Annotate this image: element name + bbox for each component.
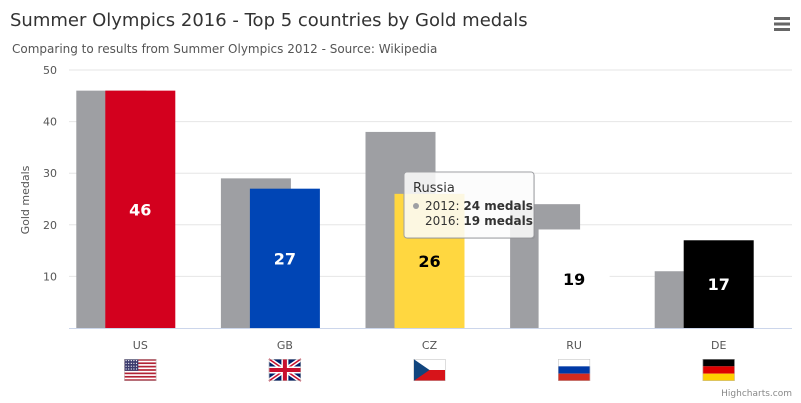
tooltip-line: 2016: 19 medals <box>425 214 533 228</box>
cz-flag-icon <box>413 359 446 381</box>
y-tick-label: 50 <box>43 64 57 77</box>
data-label-2016-us: 46 <box>129 200 151 219</box>
x-tick-label: RU <box>566 339 582 352</box>
us-flag-icon <box>124 359 157 381</box>
ru-flag-icon <box>558 359 591 381</box>
flags <box>124 357 735 383</box>
x-tick-label: GB <box>277 339 293 352</box>
data-label-2016-gb: 27 <box>274 249 296 268</box>
tooltip-value: 19 medals <box>463 214 532 228</box>
x-tick-label: DE <box>711 339 726 352</box>
tooltip-series-name: 2016: <box>425 214 463 228</box>
tooltip-line: 2012: 24 medals <box>425 199 533 213</box>
gb-flag-icon <box>267 357 303 383</box>
y-tick-label: 30 <box>43 167 57 180</box>
y-axis-label: Gold medals <box>19 165 32 234</box>
tooltip-title: Russia <box>413 181 455 196</box>
tooltip-value: 24 medals <box>463 199 532 213</box>
tooltip-box <box>403 171 535 239</box>
bar-2016-ru[interactable] <box>538 229 610 329</box>
x-axis: US GB CZ RU DE <box>69 328 792 352</box>
y-tick-label: 40 <box>43 116 57 129</box>
y-tick-label: 10 <box>43 270 57 283</box>
x-tick-label: CZ <box>422 339 438 352</box>
credits-link[interactable]: Highcharts.com <box>721 389 792 399</box>
data-label-2016-de: 17 <box>708 275 730 294</box>
bar-2016-gb[interactable] <box>249 188 320 328</box>
chart-subtitle: Comparing to results from Summer Olympic… <box>12 42 437 56</box>
data-label-2016-cz: 26 <box>418 252 440 271</box>
x-tick-label: US <box>133 339 148 352</box>
tooltip-series-name: 2012: <box>425 199 463 213</box>
de-flag-icon <box>702 359 735 381</box>
tooltip-series-marker <box>413 203 419 209</box>
data-label-2016-ru: 19 <box>563 270 585 289</box>
bar-2016-us[interactable] <box>105 90 176 328</box>
chart-title: Summer Olympics 2016 - Top 5 countries b… <box>10 10 528 31</box>
hamburger-menu-icon[interactable] <box>774 17 790 31</box>
y-tick-label: 20 <box>43 219 57 232</box>
bar-2016-de[interactable] <box>683 240 754 328</box>
y-axis: 50 40 30 20 10 <box>43 64 57 283</box>
